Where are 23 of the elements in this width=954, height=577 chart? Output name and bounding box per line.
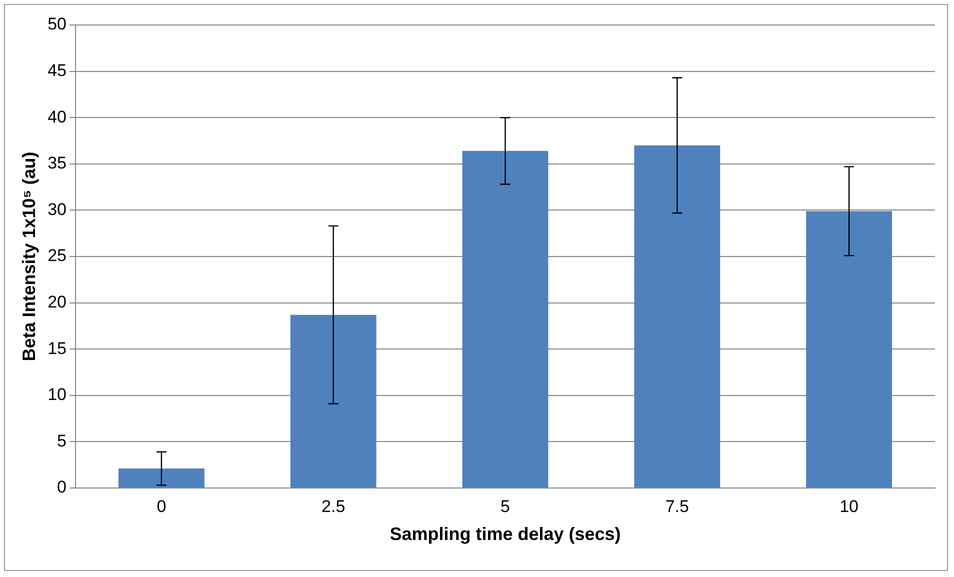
bar bbox=[462, 150, 548, 488]
y-tick-label: 40 bbox=[48, 107, 67, 126]
x-tick-label: 10 bbox=[840, 496, 859, 516]
y-tick-label: 15 bbox=[48, 338, 67, 358]
y-tick-label: 30 bbox=[48, 200, 67, 219]
bar bbox=[290, 314, 376, 488]
y-tick-label: 45 bbox=[48, 60, 67, 80]
y-tick-label: 50 bbox=[48, 14, 67, 34]
x-axis-title: Sampling time delay (secs) bbox=[390, 524, 621, 544]
x-tick-label: 7.5 bbox=[665, 496, 689, 516]
y-tick-label: 25 bbox=[48, 246, 67, 266]
bar bbox=[634, 145, 720, 488]
y-axis-title: Beta Intensity 1x10⁵ (au) bbox=[18, 152, 39, 362]
x-tick-label: 5 bbox=[500, 496, 510, 516]
x-tick-label: 0 bbox=[156, 496, 166, 516]
y-tick-label: 20 bbox=[48, 292, 67, 312]
y-tick-label: 10 bbox=[48, 385, 67, 404]
y-tick-label: 0 bbox=[57, 478, 67, 497]
x-tick-label: 2.5 bbox=[322, 496, 346, 516]
y-tick-label: 35 bbox=[48, 154, 67, 173]
bar bbox=[806, 211, 892, 488]
bar bbox=[118, 468, 204, 488]
y-tick-label: 5 bbox=[57, 431, 67, 450]
